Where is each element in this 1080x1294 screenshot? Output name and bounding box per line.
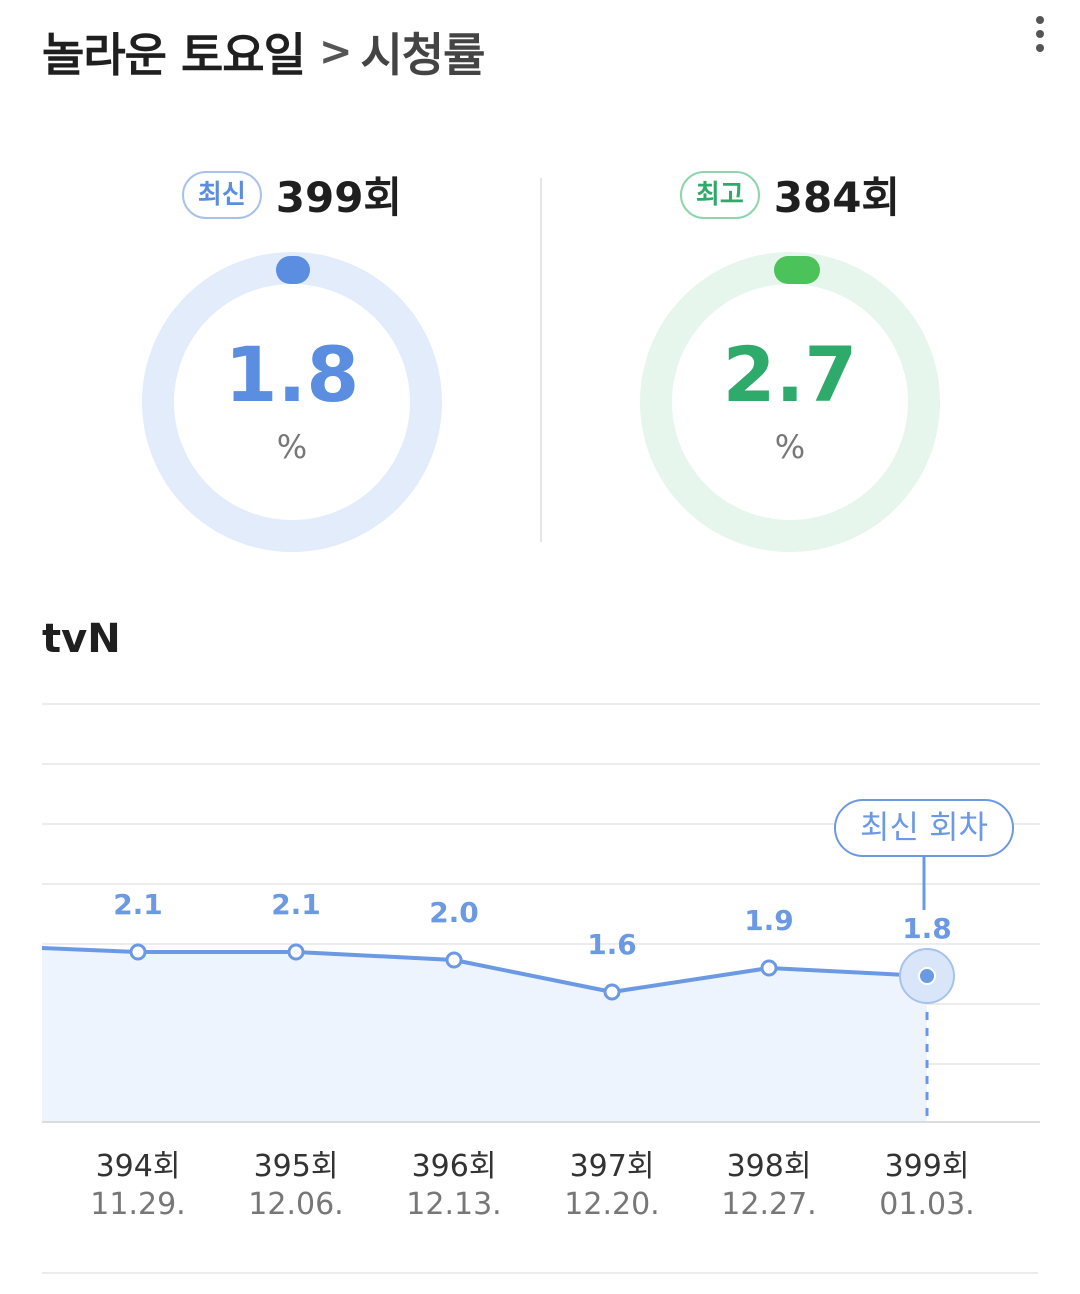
data-label: 1.9 — [744, 904, 794, 937]
x-tick-episode: 395회 — [254, 1149, 339, 1184]
x-tick-date: 12.27. — [721, 1187, 816, 1222]
best-donut-indicator — [774, 256, 820, 284]
section-divider — [42, 1272, 1038, 1274]
x-tick-episode: 397회 — [570, 1149, 655, 1184]
best-donut — [640, 252, 940, 552]
x-tick-episode: 394회 — [96, 1149, 181, 1184]
latest-header: 최신 399회 — [42, 164, 542, 225]
x-tick-date: 11.29. — [90, 1187, 185, 1222]
latest-donut — [142, 252, 442, 552]
data-label: 2.0 — [429, 896, 479, 929]
data-label: 2.1 — [113, 888, 163, 921]
callout-box — [834, 799, 1014, 857]
header: 놀라운 토요일 > 시청률 — [42, 22, 1038, 82]
x-tick-date: 12.20. — [564, 1187, 659, 1222]
latest-badge: 최신 — [181, 170, 262, 219]
data-label: 2.1 — [271, 888, 321, 921]
channel-label: tvN — [42, 616, 121, 662]
latest-donut-indicator — [276, 256, 310, 284]
page-title: 시청률 — [360, 28, 485, 82]
x-tick-episode: 399회 — [885, 1149, 970, 1184]
latest-value: 1.8 — [224, 330, 360, 419]
x-tick-date: 01.03. — [879, 1187, 974, 1222]
data-point — [918, 967, 936, 985]
best-unit: % — [774, 428, 806, 466]
best-badge: 최고 — [679, 170, 760, 219]
x-tick-date: 12.13. — [406, 1187, 501, 1222]
rating-line-chart: 최신 회차2.1394회11.29.2.1395회12.06.2.0396회12… — [41, 703, 1040, 1222]
data-point — [287, 943, 305, 961]
latest-rating-panel: 최신 399회 1.8 % — [42, 160, 542, 560]
best-rating-panel: 최고 384회 2.7 % — [540, 160, 1040, 560]
program-title[interactable]: 놀라운 토요일 — [42, 28, 306, 82]
x-tick-episode: 396회 — [412, 1149, 497, 1184]
more-vertical-icon[interactable] — [1028, 16, 1052, 56]
panel-divider — [540, 178, 542, 542]
callout-label: 최신 회차 — [860, 808, 988, 846]
latest-unit: % — [276, 428, 308, 466]
best-episode: 384회 — [773, 173, 901, 222]
chevron-right-icon: > — [318, 29, 353, 75]
data-label: 1.8 — [902, 912, 952, 945]
x-tick-episode: 398회 — [727, 1149, 812, 1184]
data-label: 1.6 — [587, 928, 637, 961]
data-point — [760, 959, 778, 977]
data-point — [129, 943, 147, 961]
data-point — [445, 951, 463, 969]
latest-episode: 399회 — [275, 173, 403, 222]
best-header: 최고 384회 — [540, 164, 1040, 225]
chart-area — [42, 948, 927, 1122]
x-tick-date: 12.06. — [248, 1187, 343, 1222]
best-value: 2.7 — [722, 330, 858, 419]
data-point — [603, 983, 621, 1001]
